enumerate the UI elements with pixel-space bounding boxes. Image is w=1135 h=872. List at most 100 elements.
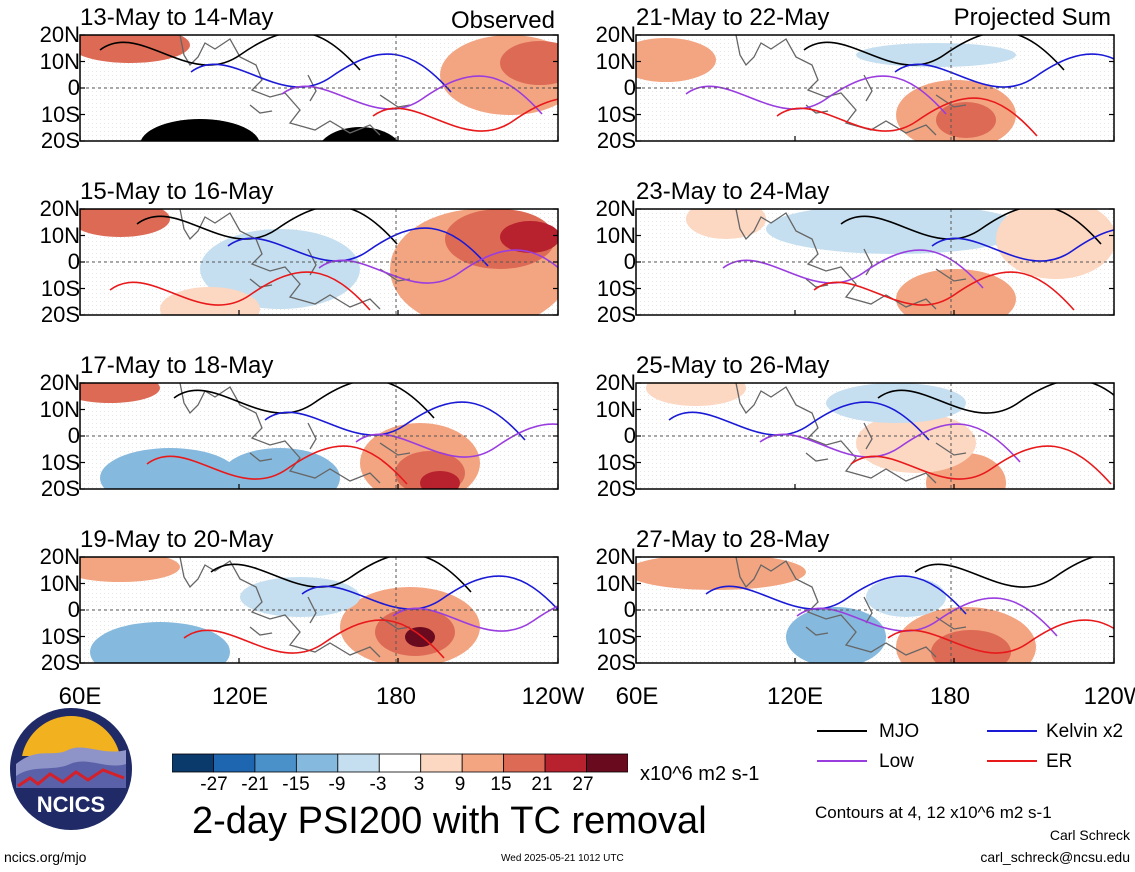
lat-label: 20N (39, 544, 80, 569)
anomaly-shading (140, 119, 260, 141)
lat-label: 10S (40, 449, 80, 475)
contour-line (281, 75, 543, 115)
coastline (179, 557, 411, 658)
colorbar-segment (213, 753, 256, 773)
colorbar-tick: 21 (531, 774, 553, 795)
lat-label: 20S (40, 650, 80, 675)
lon-label: 180 (375, 683, 417, 710)
colorbar-segment (503, 753, 546, 773)
lat-label: 20N (595, 370, 636, 395)
lat-label: 20N (595, 544, 636, 569)
contour-line (776, 97, 1038, 137)
map-panel (79, 208, 559, 316)
contour-line (914, 557, 1097, 588)
lat-label: 20N (39, 22, 80, 47)
contour-line (173, 383, 435, 419)
lat-label: 20S (40, 476, 80, 501)
legend-low: Low (879, 751, 914, 772)
lat-label: 20N (595, 196, 636, 221)
contour-line (894, 53, 1114, 88)
legend-kelvin: Kelvin x2 (1046, 721, 1124, 742)
contour-line (264, 401, 526, 441)
contour-line (796, 597, 1058, 637)
lat-label: 0 (67, 597, 80, 622)
lat-label: 20N (39, 196, 80, 221)
map-panel (635, 208, 1115, 316)
panel-title: 21-May to 22-May (636, 4, 830, 31)
lat-label: 0 (623, 75, 636, 100)
svg-text:NCICS: NCICS (37, 792, 105, 817)
map-panel (79, 556, 559, 664)
lat-label: 20S (596, 302, 636, 327)
coastline (735, 557, 967, 658)
contour-line (146, 445, 408, 485)
lon-label: 60E (615, 683, 659, 710)
lat-label: 10S (40, 623, 80, 649)
ncics-logo: NCICS (10, 708, 132, 830)
contour-line (372, 98, 558, 132)
anomaly-shading (646, 383, 746, 406)
lon-label: 120W (521, 683, 585, 710)
contour-line (705, 575, 967, 615)
colorbar-tick: -27 (200, 774, 228, 795)
lat-label: 10N (595, 396, 636, 422)
colorbar-segment (337, 753, 380, 773)
lat-label: 10N (595, 48, 636, 74)
coastline (735, 35, 967, 136)
contour-line (183, 619, 445, 659)
colorbar-segment (172, 753, 214, 773)
site-link[interactable]: ncics.org/mjo (4, 849, 87, 865)
contour-line (109, 271, 371, 311)
colorbar-segment (420, 753, 463, 773)
map-panel (79, 34, 559, 142)
lat-label: 20S (596, 128, 636, 153)
contour-line (301, 575, 558, 611)
lon-label: 180 (929, 683, 971, 710)
lat-label: 20S (596, 650, 636, 675)
panel-title: 19-May to 20-May (80, 526, 274, 553)
lat-label: 10N (39, 396, 80, 422)
lat-label: 0 (67, 423, 80, 448)
colorbar-tick: -15 (282, 774, 310, 795)
contour-line (210, 557, 472, 593)
anomaly-shading (500, 221, 558, 253)
legend-lines (817, 730, 867, 762)
lon-label: 120W (1083, 683, 1135, 710)
panel-title: 17-May to 18-May (80, 352, 274, 379)
contour-note: Contours at 4, 12 x10^6 m2 s-1 (815, 803, 1052, 822)
colorbar-segment (586, 753, 628, 773)
author: Carl Schreck (1049, 827, 1130, 843)
lat-label: 20S (40, 302, 80, 327)
coastline (735, 383, 967, 484)
anomaly-shading (160, 287, 260, 315)
lat-label: 10S (596, 101, 636, 127)
colorbar (172, 753, 628, 773)
anomaly-shading (500, 41, 558, 85)
projected-sum-label: Projected Sum (953, 4, 1111, 31)
colorbar-tick: -3 (369, 774, 387, 795)
panel-title: 23-May to 24-May (636, 178, 830, 205)
lon-label: 60E (58, 683, 102, 710)
panel-title: 13-May to 14-May (80, 4, 274, 31)
coastline (735, 209, 967, 310)
colorbar-tick: 27 (572, 774, 594, 795)
anomaly-shading (866, 577, 946, 617)
anomaly-shading (896, 269, 1016, 315)
colorbar-segment (378, 753, 422, 773)
lat-label: 20S (40, 128, 80, 153)
coastline (179, 383, 411, 484)
anomaly-shading (80, 35, 190, 63)
panel-title: 25-May to 26-May (636, 352, 830, 379)
colorbar-segment (544, 753, 587, 773)
anomaly-shading (856, 43, 1016, 67)
email-link[interactable]: carl_schreck@ncsu.edu (980, 849, 1130, 865)
anomaly-shading (80, 209, 170, 237)
contour-line (99, 35, 361, 71)
contour-line (190, 53, 452, 93)
figure-title: 2-day PSI200 with TC removal (192, 800, 707, 842)
anomaly-shading (636, 38, 716, 82)
lat-label: 10N (595, 570, 636, 596)
lat-label: 10N (39, 48, 80, 74)
lat-label: 10S (596, 623, 636, 649)
